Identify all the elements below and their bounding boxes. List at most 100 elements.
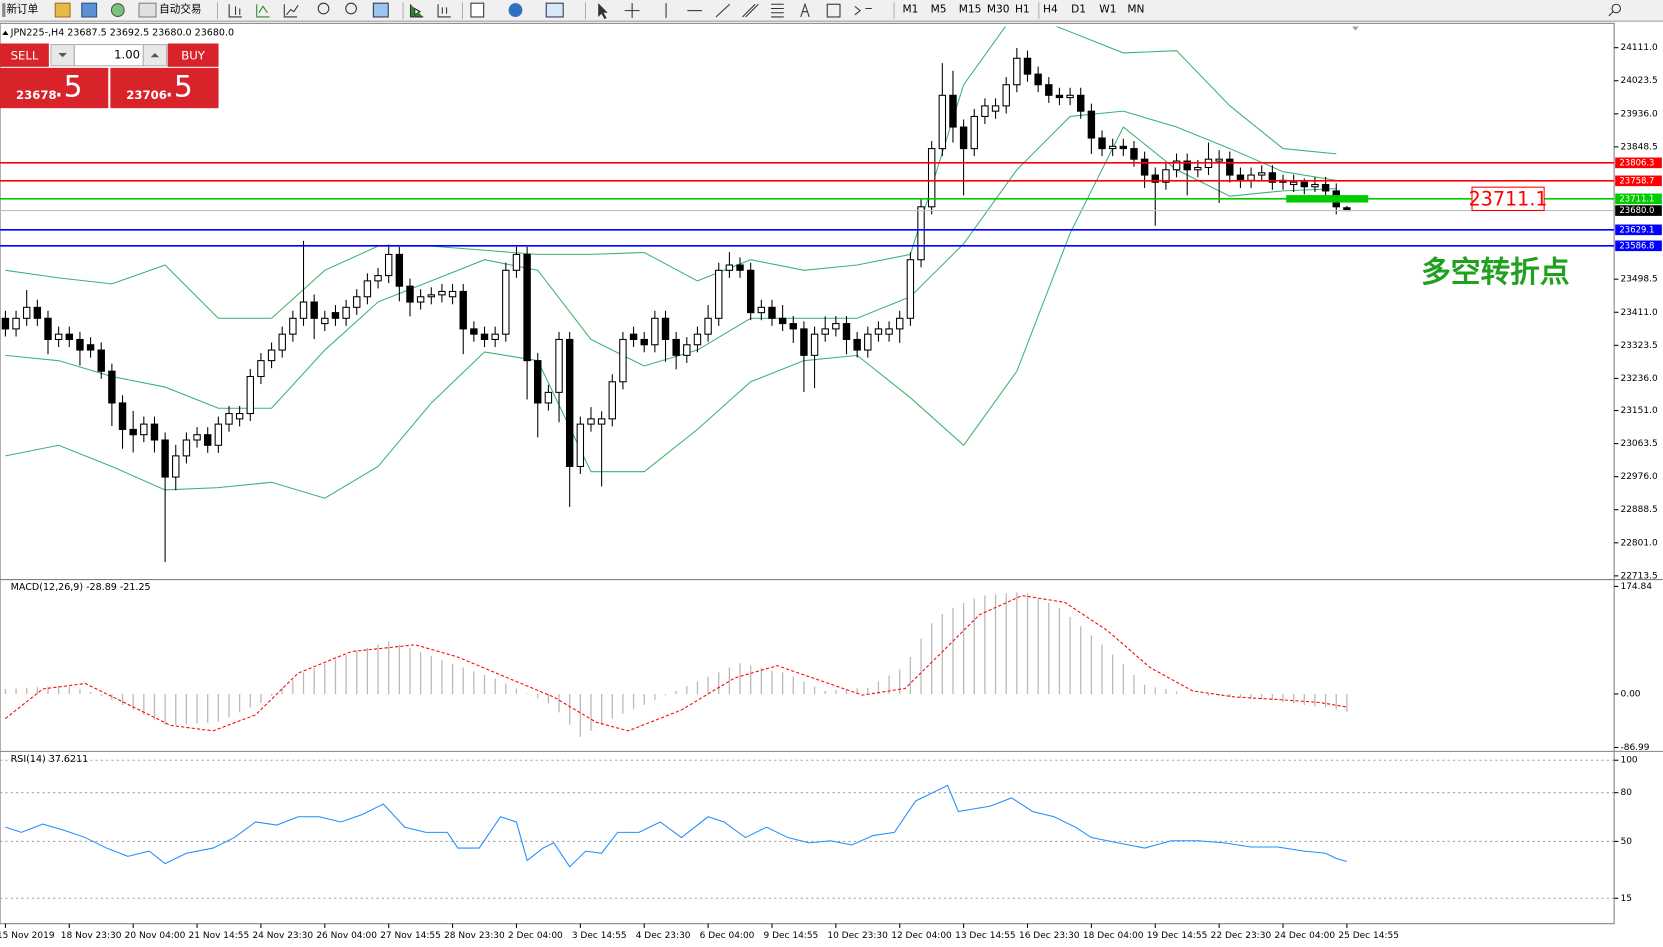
candle-body [1162, 169, 1170, 183]
timeframe-button[interactable]: H4 [1043, 4, 1058, 16]
x-tick-label: 12 Dec 04:00 [891, 931, 952, 941]
candle-body [1258, 172, 1266, 176]
price-level-label: 23806.3 [1619, 157, 1654, 167]
autoscroll[interactable] [409, 4, 424, 18]
candle-body [1236, 174, 1245, 181]
candle-body [715, 269, 723, 319]
line-icon[interactable] [283, 4, 299, 18]
y-tick-label: 80 [1620, 788, 1632, 798]
current-price-tag [1615, 205, 1662, 216]
ask-box[interactable] [110, 67, 219, 109]
shift[interactable] [437, 4, 451, 18]
candle-body [874, 328, 883, 335]
label-tool[interactable] [826, 3, 841, 18]
x-tick-label: 24 Dec 04:00 [1275, 931, 1336, 941]
timeframe-button[interactable]: M30 [987, 4, 1010, 16]
new-order-button[interactable]: 新订单 [6, 3, 38, 16]
candle-body [1183, 160, 1191, 171]
timeframe-button[interactable]: H1 [1015, 4, 1030, 16]
bid-fraction[interactable]: .5 [54, 70, 82, 105]
candle-body [257, 360, 265, 378]
icon[interactable] [110, 3, 125, 17]
bar-chart-icon[interactable] [228, 4, 242, 18]
bid-box[interactable] [0, 67, 109, 109]
timeframe-button[interactable]: MN [1127, 4, 1144, 16]
y-tick-label: 24111.0 [1620, 43, 1657, 53]
candle-body [246, 375, 254, 415]
candle-body [278, 333, 286, 351]
bid-main[interactable]: 23678 [16, 88, 57, 102]
candle-body [459, 290, 467, 330]
candle-body [959, 126, 968, 150]
auto-trading-icon[interactable] [138, 2, 157, 18]
chart-frame [0, 22, 1615, 925]
candle-body [76, 338, 84, 351]
sell-label[interactable]: SELL [11, 49, 39, 63]
lots-value[interactable]: 1.00 [114, 48, 140, 62]
buy-label[interactable]: BUY [181, 49, 206, 63]
candle-body [172, 455, 180, 478]
ask-main[interactable]: 23706 [126, 88, 167, 102]
indicators[interactable] [470, 2, 485, 18]
trendline-tool[interactable] [715, 3, 731, 18]
level-highlight [1286, 195, 1369, 203]
templates[interactable] [545, 2, 564, 18]
channel-tool[interactable] [742, 3, 759, 18]
timeframe-button[interactable]: D1 [1071, 4, 1086, 16]
y-tick-label: -86.99 [1620, 743, 1649, 753]
arrows-tool[interactable] [854, 5, 872, 16]
candle-body [800, 328, 808, 356]
search[interactable] [1611, 3, 1622, 14]
candle-body [608, 381, 616, 420]
candle-icon[interactable] [256, 4, 270, 18]
candle-body [704, 317, 712, 335]
candle-body [938, 94, 947, 150]
cursor[interactable] [598, 3, 608, 20]
icon[interactable] [54, 2, 71, 18]
icon[interactable] [81, 2, 98, 18]
timeframe-button[interactable]: W1 [1099, 4, 1116, 16]
annotation-box [1471, 186, 1545, 212]
price-level-tag [1615, 224, 1662, 236]
fibo-tool[interactable] [771, 3, 784, 18]
x-tick-label: 18 Nov 23:30 [61, 931, 122, 941]
candle-body [768, 306, 776, 319]
one-click-panel: SELL 1.00 BUY 23678 .5 23706 .5 [0, 43, 219, 109]
x-tick-label: 21 Nov 14:55 [189, 931, 250, 941]
text-tool[interactable] [800, 2, 810, 18]
timeframe-button[interactable]: M15 [959, 4, 982, 16]
candle-body [523, 253, 531, 362]
timeframe-button[interactable]: M1 [903, 4, 919, 16]
candle-body [406, 285, 414, 303]
candle-body [725, 264, 734, 271]
x-tick-label: 26 Nov 04:00 [316, 931, 377, 941]
periods[interactable] [508, 3, 523, 17]
timeframe-button[interactable]: M5 [931, 4, 947, 16]
signal-line [5, 595, 1347, 732]
zoom-in[interactable] [317, 2, 330, 15]
buy-button[interactable] [167, 43, 219, 67]
candle-body [906, 259, 915, 319]
candle-body [778, 317, 787, 325]
tile-icon[interactable] [372, 2, 389, 18]
candle-body [544, 391, 553, 404]
candle-body [448, 290, 457, 298]
zoom-out[interactable] [345, 2, 357, 15]
candle-body [576, 423, 585, 467]
ask-fraction[interactable]: .5 [164, 70, 192, 105]
search[interactable] [1608, 11, 1614, 17]
candle-body [12, 317, 20, 330]
candle-body [917, 206, 925, 261]
auto-trading-button[interactable]: 自动交易 [159, 3, 201, 16]
indicator-title: JPN225-,H4 23687.5 23692.5 23680.0 23680… [10, 27, 234, 38]
sell-button[interactable] [0, 43, 49, 67]
annotation: 23711.1 [1469, 188, 1548, 210]
candle-body [981, 105, 989, 117]
candle-body [140, 423, 148, 436]
candle-body [832, 323, 840, 330]
crosshair[interactable] [624, 3, 640, 19]
x-tick-label: 13 Dec 14:55 [955, 931, 1016, 941]
x-tick-label: 28 Nov 23:30 [444, 931, 505, 941]
arrow-up [150, 53, 160, 58]
